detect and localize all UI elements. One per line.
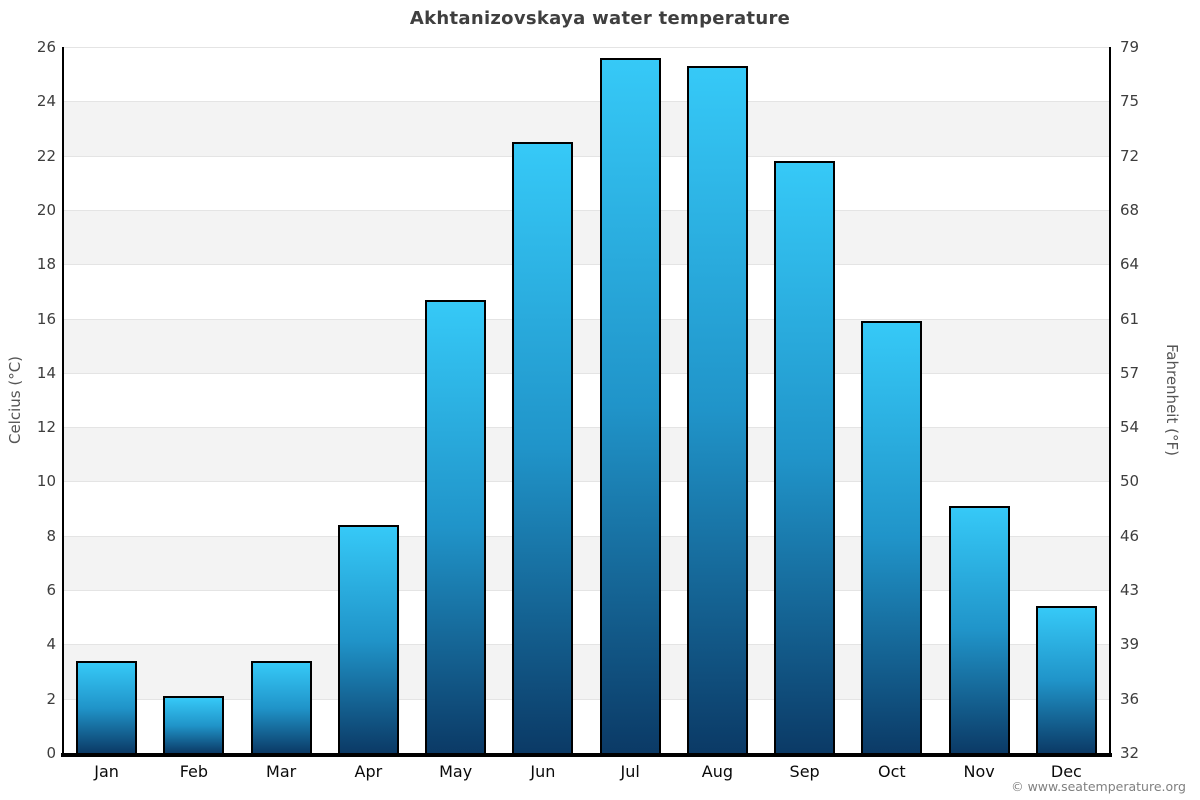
y-tick-celsius: 2 (46, 689, 56, 708)
bar-mar (250, 660, 312, 753)
y-tick-fahrenheit: 54 (1120, 418, 1140, 437)
x-tick-sep: Sep (789, 762, 820, 781)
y-axis-title-celsius: Celcius (°C) (6, 355, 24, 445)
bar-feb (163, 695, 225, 753)
y-tick-celsius: 4 (46, 635, 56, 654)
plot-band (63, 644, 1110, 700)
x-tick-may: May (439, 762, 473, 781)
plot-band (63, 318, 1110, 374)
y-tick-celsius: 8 (46, 526, 56, 545)
plot-band (63, 481, 1110, 537)
y-tick-fahrenheit: 50 (1120, 472, 1140, 491)
y-tick-celsius: 10 (36, 472, 56, 491)
plot-band (63, 590, 1110, 646)
y-tick-celsius: 24 (36, 92, 56, 111)
bar-jul (599, 57, 661, 753)
x-tick-mar: Mar (266, 762, 297, 781)
y-tick-fahrenheit: 72 (1120, 146, 1140, 165)
x-tick-apr: Apr (354, 762, 383, 781)
y-tick-celsius: 6 (46, 581, 56, 600)
y-tick-fahrenheit: 39 (1120, 635, 1140, 654)
y-tick-fahrenheit: 68 (1120, 200, 1140, 219)
y-tick-fahrenheit: 57 (1120, 363, 1140, 382)
x-tick-jun: Jun (530, 762, 556, 781)
y-tick-fahrenheit: 64 (1120, 255, 1140, 274)
y-tick-fahrenheit: 79 (1120, 38, 1140, 56)
bar-oct (861, 321, 923, 753)
bar-sep (774, 161, 836, 753)
plot-band (63, 535, 1110, 592)
x-axis-line (61, 753, 1112, 757)
y-tick-celsius: 26 (36, 38, 56, 56)
bar-may (425, 299, 487, 753)
bar-nov (948, 505, 1010, 753)
x-tick-feb: Feb (179, 762, 209, 781)
y-tick-celsius: 0 (46, 744, 56, 762)
y-tick-celsius: 12 (36, 418, 56, 437)
x-tick-aug: Aug (701, 762, 733, 781)
bar-aug (686, 66, 748, 753)
bar-jan (76, 660, 138, 753)
x-tick-oct: Oct (878, 762, 906, 781)
y-tick-celsius: 16 (36, 309, 56, 328)
bar-apr (337, 524, 399, 753)
x-tick-jul: Jul (620, 762, 640, 781)
plot-band (63, 47, 1110, 103)
y-tick-fahrenheit: 61 (1120, 309, 1140, 328)
y-tick-fahrenheit: 36 (1120, 689, 1140, 708)
y-tick-fahrenheit: 75 (1120, 92, 1140, 111)
y-tick-celsius: 18 (36, 255, 56, 274)
y-tick-celsius: 14 (36, 363, 56, 382)
bar-dec (1035, 606, 1097, 753)
bar-jun (512, 142, 574, 753)
plot-band (63, 101, 1110, 157)
x-tick-jan: Jan (94, 762, 119, 781)
chart-title: Akhtanizovskaya water temperature (409, 8, 791, 29)
x-tick-dec: Dec (1050, 762, 1082, 781)
plot-band (63, 698, 1110, 754)
y-axis-line-left (62, 47, 64, 753)
plot-band (63, 427, 1110, 483)
x-tick-nov: Nov (963, 762, 995, 781)
y-axis-line-right (1109, 47, 1111, 753)
plot-band (63, 264, 1110, 320)
plot-band (63, 209, 1110, 266)
y-tick-fahrenheit: 32 (1120, 744, 1140, 762)
y-tick-celsius: 20 (36, 200, 56, 219)
y-axis-title-fahrenheit: Fahrenheit (°F) (1163, 344, 1181, 456)
plot-band (63, 372, 1110, 429)
y-tick-fahrenheit: 43 (1120, 581, 1140, 600)
y-tick-celsius: 22 (36, 146, 56, 165)
y-tick-fahrenheit: 46 (1120, 526, 1140, 545)
plot-band (63, 155, 1110, 211)
copyright-text: © www.seatemperature.org (1011, 779, 1186, 794)
